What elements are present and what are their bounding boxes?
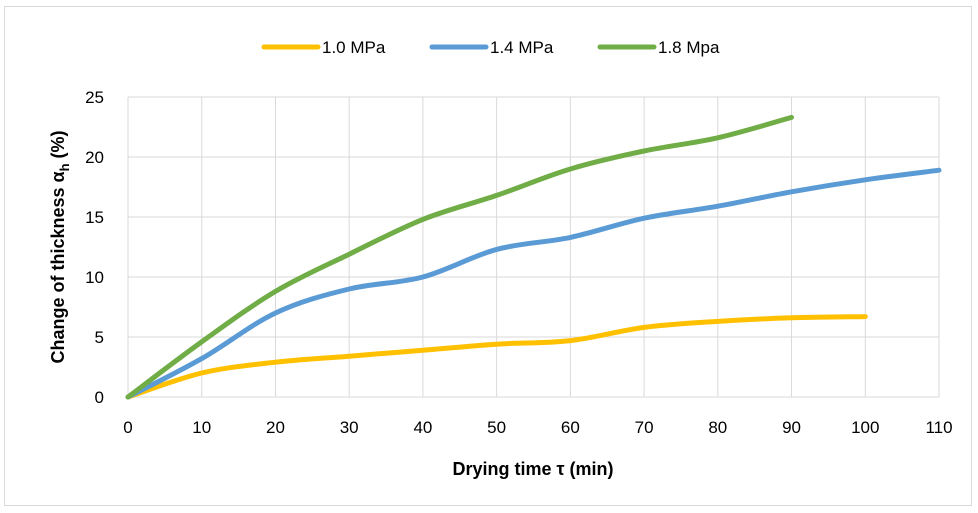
x-tick-label: 110: [925, 418, 952, 437]
x-tick-label: 70: [635, 418, 654, 437]
series-line-2: [125, 167, 942, 400]
y-tick-label: 20: [85, 148, 104, 167]
x-tick-label: 40: [413, 418, 432, 437]
y-axis-title: Change of thickness αh (%): [48, 130, 72, 363]
x-tick-label: 0: [123, 418, 132, 437]
series-lines: [125, 114, 942, 400]
legend-label-1: 1.0 MPa: [322, 38, 386, 57]
y-tick-label: 5: [95, 328, 104, 347]
legend: 1.0 MPa 1.4 MPa 1.8 Mpa: [261, 38, 720, 57]
x-tick-label: 10: [192, 418, 211, 437]
y-axis-title-unit: (%): [48, 130, 68, 163]
grid: [127, 96, 940, 398]
x-tick-labels: 0 10 20 30 40 50 60 70 80 90 100 110: [123, 418, 952, 437]
x-tick-label: 80: [708, 418, 727, 437]
x-tick-label: 20: [266, 418, 285, 437]
x-tick-label: 90: [782, 418, 801, 437]
legend-label-3: 1.8 Mpa: [658, 38, 720, 57]
x-axis-title: Drying time τ (min): [452, 459, 613, 479]
x-tick-label: 50: [487, 418, 506, 437]
y-tick-label: 25: [85, 88, 104, 107]
series-line-1: [125, 314, 868, 400]
x-tick-label: 100: [851, 418, 879, 437]
y-axis-title-subscript: h: [57, 163, 72, 171]
x-tick-label: 30: [340, 418, 359, 437]
chart-frame: [4, 6, 972, 506]
series-line-3: [125, 114, 794, 400]
y-tick-label: 0: [95, 388, 104, 407]
y-tick-label: 15: [85, 208, 104, 227]
y-axis-title-main: Change of thickness α: [48, 171, 68, 363]
x-tick-label: 60: [561, 418, 580, 437]
y-tick-labels: 0 5 10 15 20 25: [85, 88, 104, 407]
legend-label-2: 1.4 MPa: [490, 38, 554, 57]
y-tick-label: 10: [85, 268, 104, 287]
